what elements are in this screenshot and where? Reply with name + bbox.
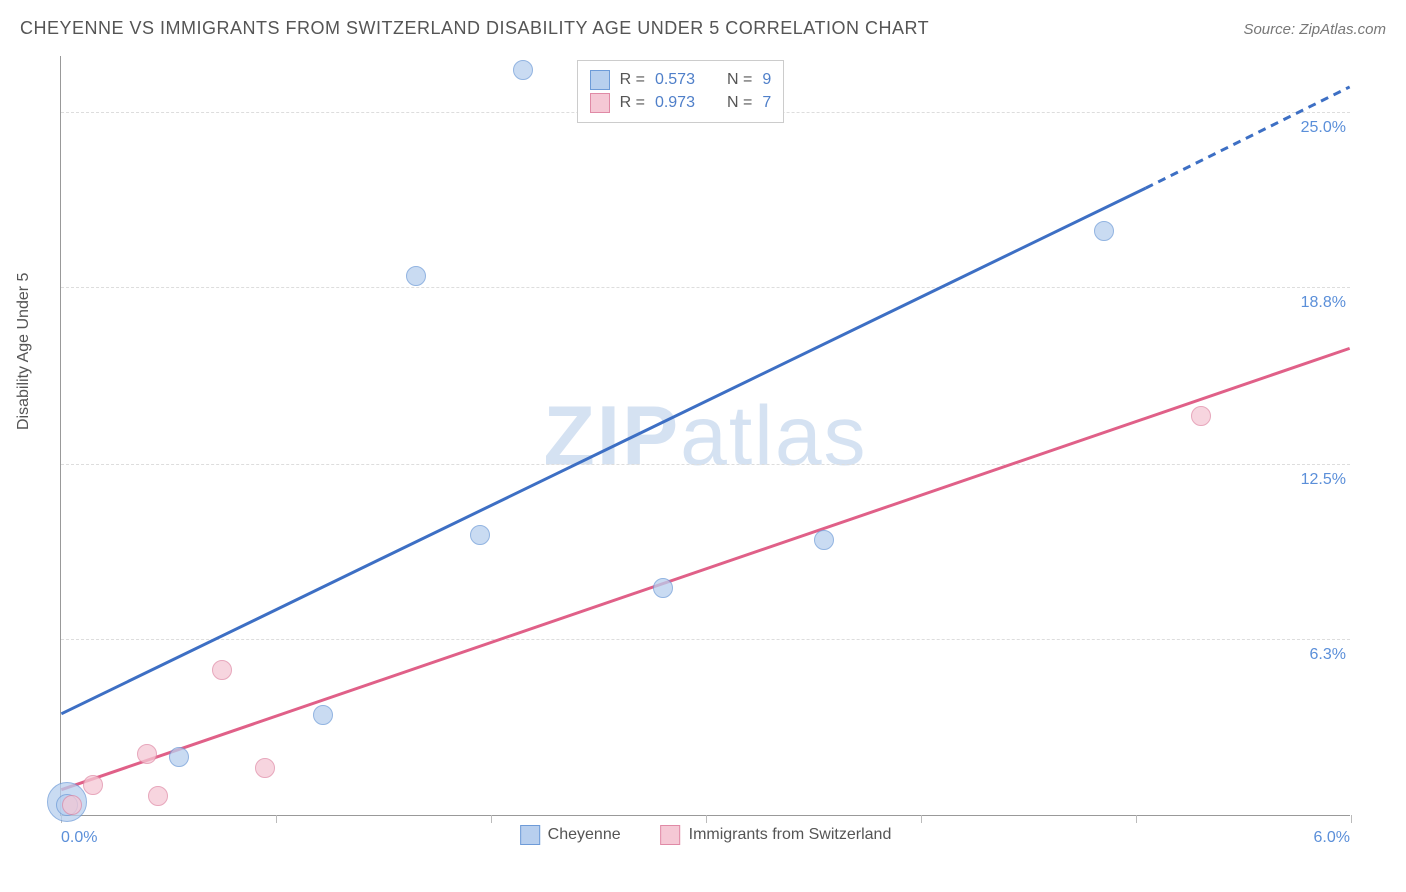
- y-tick-label: 6.3%: [1310, 646, 1352, 664]
- y-tick-label: 18.8%: [1301, 294, 1352, 312]
- cheyenne-point: [814, 530, 834, 550]
- switzerland-point: [255, 758, 275, 778]
- legend-series-item: Cheyenne: [520, 825, 621, 845]
- chart-header: CHEYENNE VS IMMIGRANTS FROM SWITZERLAND …: [20, 18, 1386, 39]
- legend-series-label: Immigrants from Switzerland: [689, 826, 892, 844]
- cheyenne-point: [513, 60, 533, 80]
- legend-series: Cheyenne Immigrants from Switzerland: [520, 825, 892, 845]
- x-tick: [1136, 815, 1137, 823]
- legend-swatch: [590, 70, 610, 90]
- y-axis-label: Disability Age Under 5: [15, 273, 33, 430]
- x-axis-min-label: 0.0%: [61, 829, 97, 847]
- cheyenne-point: [653, 578, 673, 598]
- legend-n-value: 7: [762, 94, 771, 112]
- cheyenne-trend-line-extrapolated: [1146, 87, 1350, 188]
- x-axis-max-label: 6.0%: [1314, 829, 1350, 847]
- x-tick: [921, 815, 922, 823]
- switzerland-point: [137, 744, 157, 764]
- legend-series-item: Immigrants from Switzerland: [661, 825, 892, 845]
- cheyenne-point: [406, 266, 426, 286]
- x-tick: [706, 815, 707, 823]
- y-tick-label: 25.0%: [1301, 119, 1352, 137]
- switzerland-point: [212, 660, 232, 680]
- legend-swatch: [661, 825, 681, 845]
- switzerland-trend-line: [61, 348, 1349, 789]
- cheyenne-point: [313, 705, 333, 725]
- plot-area: ZIPatlas R =0.573N =9R =0.973N =7 0.0% 6…: [60, 56, 1350, 816]
- switzerland-point: [148, 786, 168, 806]
- x-tick: [276, 815, 277, 823]
- legend-r-label: R =: [620, 94, 645, 112]
- legend-swatch: [590, 93, 610, 113]
- y-tick-label: 12.5%: [1301, 471, 1352, 489]
- cheyenne-trend-line: [61, 188, 1145, 714]
- legend-n-label: N =: [727, 94, 752, 112]
- cheyenne-point: [1094, 221, 1114, 241]
- legend-n-label: N =: [727, 71, 752, 89]
- cheyenne-point: [470, 525, 490, 545]
- x-tick: [491, 815, 492, 823]
- legend-correlation: R = 0.573 N = 9 R = 0.973 N = 7: [577, 60, 785, 123]
- legend-correlation-row: R = 0.973 N = 7: [590, 93, 772, 113]
- x-tick: [1351, 815, 1352, 823]
- legend-r-label: R =: [620, 71, 645, 89]
- legend-r-value: 0.973: [655, 94, 695, 112]
- chart-title: CHEYENNE VS IMMIGRANTS FROM SWITZERLAND …: [20, 18, 929, 39]
- legend-correlation-row: R = 0.573 N = 9: [590, 70, 772, 90]
- cheyenne-point: [169, 747, 189, 767]
- legend-r-value: 0.573: [655, 71, 695, 89]
- legend-n-value: 9: [762, 71, 771, 89]
- trend-lines: [61, 56, 1350, 815]
- chart-source: Source: ZipAtlas.com: [1243, 21, 1386, 38]
- legend-swatch: [520, 825, 540, 845]
- legend-series-label: Cheyenne: [548, 826, 621, 844]
- switzerland-point: [62, 795, 82, 815]
- switzerland-point: [83, 775, 103, 795]
- switzerland-point: [1191, 406, 1211, 426]
